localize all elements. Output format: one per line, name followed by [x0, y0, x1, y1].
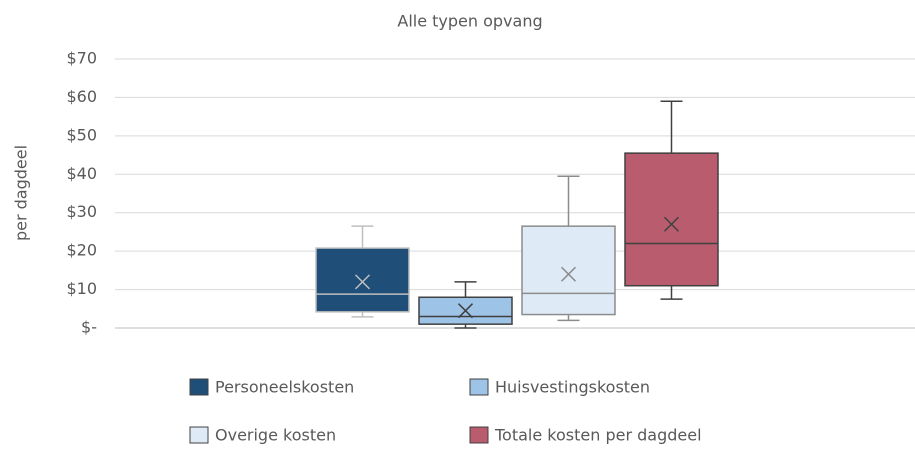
y-tick-label: $20 — [66, 241, 97, 260]
y-tick-label: $50 — [66, 125, 97, 144]
y-tick-label: $30 — [66, 202, 97, 221]
y-tick-label: $10 — [66, 279, 97, 298]
mean-marker — [457, 303, 474, 319]
legend-swatch — [189, 378, 209, 396]
chart-title: Alle typen opvang — [397, 12, 542, 31]
y-tick-label: $70 — [66, 49, 97, 68]
legend-label: Personeelskosten — [215, 378, 354, 397]
box — [315, 247, 410, 313]
y-tick-label: $40 — [66, 164, 97, 183]
y-tick-label: $60 — [66, 87, 97, 106]
mean-marker — [663, 216, 680, 232]
y-tick-label: $- — [81, 318, 97, 337]
legend-swatch — [469, 378, 489, 396]
legend-swatch — [189, 426, 209, 444]
legend-label: Totale kosten per dagdeel — [494, 426, 702, 445]
legend-label: Overige kosten — [215, 426, 336, 445]
box — [624, 152, 719, 287]
legend-swatch — [469, 426, 489, 444]
mean-marker — [560, 266, 577, 282]
y-axis-label: per dagdeel — [12, 145, 31, 241]
mean-marker — [354, 274, 371, 290]
legend-label: Huisvestingskosten — [495, 378, 650, 397]
box — [521, 225, 616, 316]
